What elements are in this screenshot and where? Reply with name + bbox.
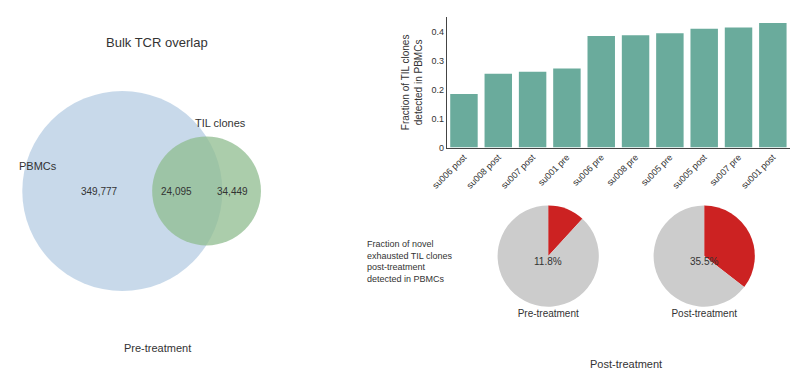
svg-text:su005 pre: su005 pre — [639, 152, 674, 187]
svg-text:su006 post: su006 post — [430, 152, 469, 191]
svg-text:24,095: 24,095 — [161, 186, 192, 197]
svg-text:Bulk TCR overlap: Bulk TCR overlap — [106, 35, 208, 50]
svg-text:11.8%: 11.8% — [534, 256, 562, 267]
svg-text:su001 pre: su001 pre — [536, 152, 571, 187]
svg-text:su007 post: su007 post — [499, 152, 538, 191]
svg-text:su006 pre: su006 pre — [570, 152, 605, 187]
svg-text:Post-treatment: Post-treatment — [590, 358, 662, 370]
svg-text:0.1: 0.1 — [431, 114, 444, 124]
svg-text:0.3: 0.3 — [431, 56, 444, 66]
svg-text:su001 post: su001 post — [739, 152, 778, 191]
svg-text:su008 pre: su008 pre — [605, 152, 640, 187]
svg-text:349,777: 349,777 — [81, 186, 118, 197]
svg-text:35.5%: 35.5% — [690, 256, 718, 267]
svg-text:su005 post: su005 post — [671, 152, 710, 191]
svg-text:su007 pre: su007 pre — [708, 152, 743, 187]
svg-text:Post-treatment: Post-treatment — [671, 308, 737, 319]
svg-text:PBMCs: PBMCs — [19, 160, 57, 172]
svg-text:Fraction of novelexhausted TIL: Fraction of novelexhausted TIL clonespos… — [367, 239, 453, 284]
svg-text:su008 post: su008 post — [465, 152, 504, 191]
svg-text:34,449: 34,449 — [217, 186, 248, 197]
svg-text:Pre-treatment: Pre-treatment — [124, 342, 191, 354]
svg-text:0: 0 — [439, 143, 444, 153]
svg-text:Pre-treatment: Pre-treatment — [518, 308, 579, 319]
svg-text:0.4: 0.4 — [431, 27, 444, 37]
svg-text:Fraction of TIL clonesdetected: Fraction of TIL clonesdetected in PBMCs — [400, 35, 424, 131]
svg-text:0.2: 0.2 — [431, 85, 444, 95]
svg-text:TIL clones: TIL clones — [195, 117, 246, 129]
